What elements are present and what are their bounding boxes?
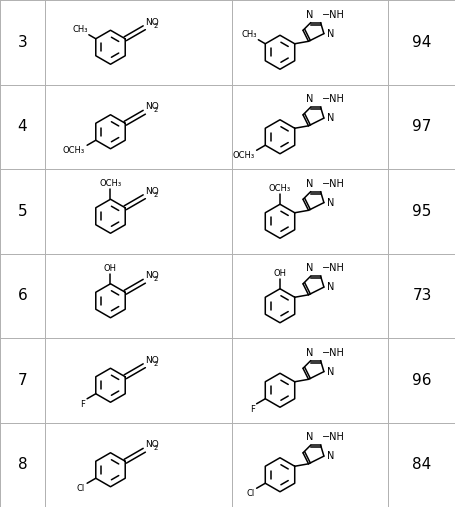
Text: N: N (305, 263, 313, 273)
Text: 2: 2 (153, 276, 158, 282)
Text: OH: OH (104, 264, 117, 273)
Text: NO: NO (145, 271, 159, 280)
Text: N: N (305, 432, 313, 442)
Text: 97: 97 (411, 119, 431, 134)
Text: 8: 8 (18, 457, 27, 472)
Text: OCH₃: OCH₃ (232, 151, 254, 160)
Text: N: N (305, 348, 313, 357)
Text: −NH: −NH (321, 348, 344, 357)
Text: CH₃: CH₃ (241, 30, 257, 39)
Text: NO: NO (145, 102, 159, 111)
Text: N: N (326, 198, 334, 208)
Text: 5: 5 (18, 204, 27, 219)
Text: N: N (305, 178, 313, 189)
Text: 96: 96 (411, 373, 431, 388)
Text: OCH₃: OCH₃ (268, 184, 290, 193)
Text: 73: 73 (411, 288, 431, 303)
Text: N: N (305, 10, 313, 20)
Text: 2: 2 (153, 192, 158, 198)
Text: OCH₃: OCH₃ (99, 179, 121, 188)
Text: OCH₃: OCH₃ (63, 146, 85, 155)
Text: 95: 95 (411, 204, 431, 219)
Text: NO: NO (145, 440, 159, 449)
Text: N: N (305, 94, 313, 104)
Text: 84: 84 (411, 457, 431, 472)
Text: N: N (326, 367, 334, 377)
Text: −NH: −NH (321, 94, 344, 104)
Text: NO: NO (145, 18, 159, 27)
Text: −NH: −NH (321, 432, 344, 442)
Text: F: F (249, 405, 254, 414)
Text: 2: 2 (153, 445, 158, 451)
Text: 94: 94 (411, 35, 431, 50)
Text: N: N (326, 113, 334, 123)
Text: 4: 4 (18, 119, 27, 134)
Text: 6: 6 (18, 288, 27, 303)
Text: −NH: −NH (321, 10, 344, 20)
Text: 2: 2 (153, 23, 158, 29)
Text: −NH: −NH (321, 178, 344, 189)
Text: OH: OH (273, 269, 286, 278)
Text: Cl: Cl (77, 484, 85, 493)
Text: 2: 2 (153, 107, 158, 113)
Text: NO: NO (145, 187, 159, 196)
Text: CH₃: CH₃ (72, 25, 88, 34)
Text: Cl: Cl (246, 489, 254, 498)
Text: N: N (326, 451, 334, 461)
Text: 3: 3 (18, 35, 27, 50)
Text: 2: 2 (153, 361, 158, 367)
Text: NO: NO (145, 356, 159, 365)
Text: F: F (80, 400, 85, 409)
Text: −NH: −NH (321, 263, 344, 273)
Text: N: N (326, 282, 334, 292)
Text: N: N (326, 28, 334, 39)
Text: 7: 7 (18, 373, 27, 388)
